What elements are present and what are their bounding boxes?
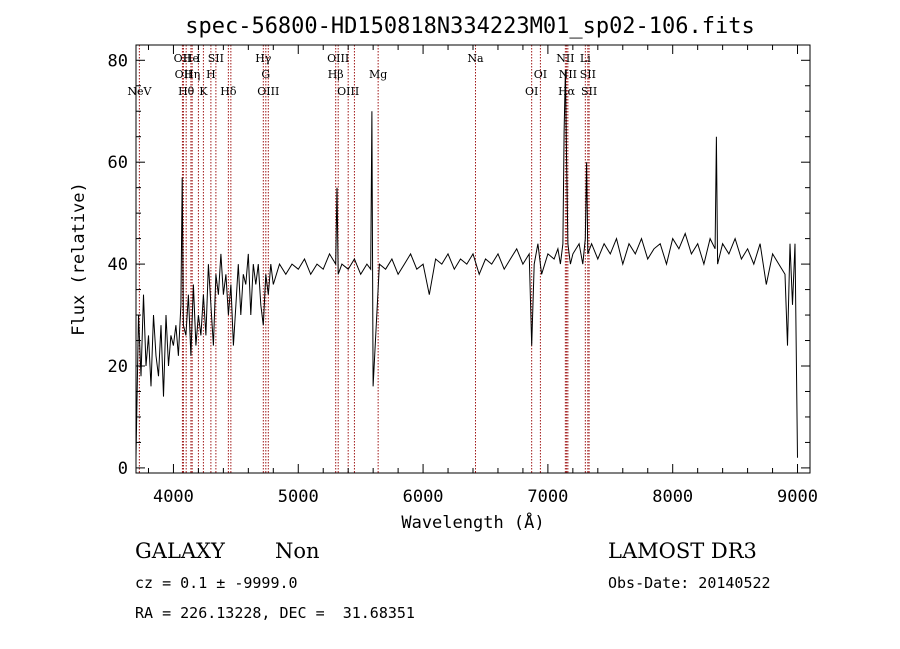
y-tick-label: 20 [108, 357, 128, 377]
y-tick-label: 80 [108, 51, 128, 71]
observation-date: Obs-Date: 20140522 [608, 574, 771, 592]
y-tick-label: 60 [108, 153, 128, 173]
spectral-line-label: H [206, 68, 216, 81]
object-class: GALAXY [135, 539, 225, 563]
object-subclass: Non [275, 539, 320, 563]
spectral-line-label: I [196, 52, 200, 65]
spectral-line-label: SII [581, 85, 597, 98]
spectral-line-label: OIII [337, 85, 359, 98]
x-tick-label: 9000 [777, 487, 818, 507]
spectral-line-label: OIII [327, 52, 349, 65]
spectral-line-label: SII [580, 68, 596, 81]
spectral-line-labels: NeV OII OII Hθ He Hη I KH SII Hδ Hγ G OIII Hβ OIII OIII… [127, 52, 597, 98]
x-axis-ticks: 4000 5000 6000 7000 8000 9000 [147, 45, 818, 507]
x-tick-label: 5000 [278, 487, 319, 507]
spectral-line-label: K [199, 85, 208, 98]
x-tick-label: 7000 [527, 487, 568, 507]
spectral-line-label: G [261, 68, 270, 81]
spectral-line-label: OI [525, 85, 538, 98]
spectral-line-label: OI [534, 68, 547, 81]
survey-name: LAMOST DR3 [608, 539, 757, 563]
spectral-line-label: Hη [184, 68, 200, 81]
spectral-line-label: SII [208, 52, 224, 65]
spectral-line-label: NeV [127, 85, 152, 98]
chart-title: spec-56800-HD150818N334223M01_sp02-106.f… [185, 14, 755, 39]
spectral-line-label: Hγ [255, 52, 272, 65]
spectral-line-label: Hα [558, 85, 576, 98]
spectral-line-label: Hδ [220, 85, 237, 98]
spectral-line-markers [138, 45, 590, 473]
spectral-line-label: He [183, 52, 199, 65]
spectral-line-label: NII [556, 52, 574, 65]
spectral-line-label: Mg [369, 68, 387, 81]
y-tick-label: 0 [118, 459, 128, 479]
ra-dec-coordinates: RA = 226.13228, DEC = 31.68351 [135, 604, 415, 622]
x-tick-label: 8000 [652, 487, 693, 507]
spectral-line-label: Na [467, 52, 484, 65]
x-tick-label: 6000 [403, 487, 444, 507]
spectrum-series-line [135, 70, 798, 458]
x-tick-label: 4000 [153, 487, 194, 507]
spectral-line-label: NII [559, 68, 577, 81]
redshift-cz: cz = 0.1 ± -9999.0 [135, 574, 298, 592]
y-axis-label: Flux (relative) [69, 182, 89, 336]
spectral-line-label: Hβ [328, 68, 344, 81]
y-axis-ticks: 0 20 40 60 80 [108, 51, 810, 479]
spectral-line-label: Hθ [178, 85, 195, 98]
spectral-line-label: Li [580, 52, 591, 65]
plot-frame [135, 44, 811, 474]
spectral-line-label: OII [174, 52, 192, 65]
x-axis-label: Wavelength (Å) [401, 511, 544, 533]
spectral-line-label: OIII [257, 85, 279, 98]
spectral-line-label: OII [175, 68, 193, 81]
y-tick-label: 40 [108, 255, 128, 275]
